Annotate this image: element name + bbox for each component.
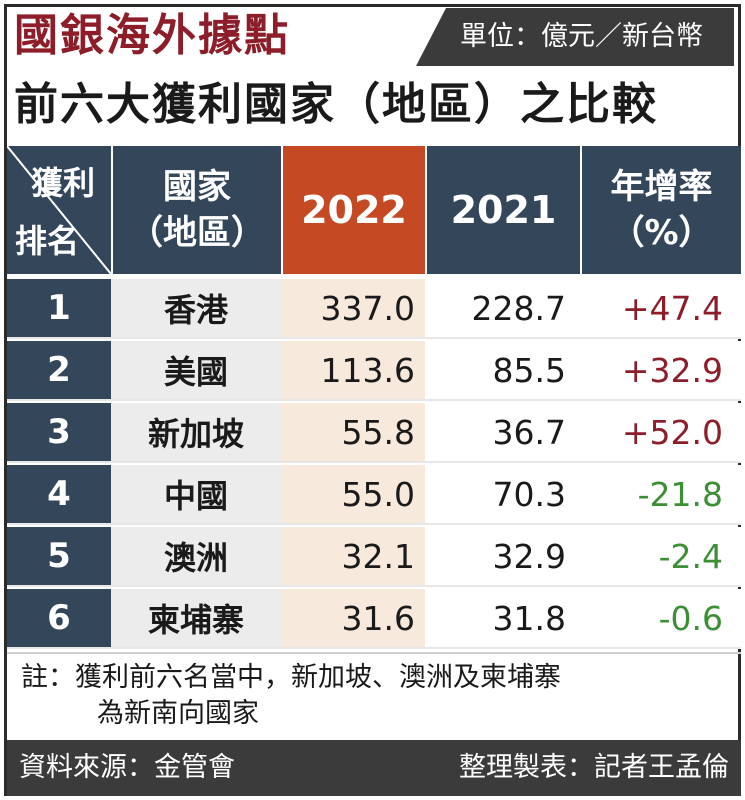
infographic-subtitle: 前六大獲利國家（地區）之比較 — [14, 79, 658, 130]
growth-rate-cell: -21.8 — [580, 465, 741, 523]
country-cell: 美國 — [111, 341, 281, 399]
footnote-line-2: 為新南向國家 — [97, 698, 259, 729]
footer-bar: 資料來源：金管會 整理製表：記者王孟倫 — [7, 740, 741, 796]
growth-rate-cell: -2.4 — [580, 527, 741, 585]
header-2021: 2021 — [425, 146, 580, 274]
value-2021-cell: 70.3 — [425, 465, 580, 523]
rank-cell: 5 — [7, 527, 111, 585]
table-row: 6 柬埔寨 31.6 31.8 -0.6 — [7, 589, 741, 649]
value-2022-cell: 55.8 — [281, 403, 425, 461]
rank-cell: 6 — [7, 589, 111, 647]
header-rank-top: 獲利 — [31, 164, 96, 202]
value-2021-cell: 32.9 — [425, 527, 580, 585]
header-growth-rate: 年增率 （%） — [580, 146, 741, 274]
header-country-top: 國家 — [163, 167, 231, 207]
header-rank: 獲利 排名 — [7, 146, 111, 274]
footnote: 註：獲利前六名當中，新加坡、澳洲及柬埔寨 為新南向國家 — [7, 652, 741, 736]
value-2021-cell: 31.8 — [425, 589, 580, 647]
header-2022-label: 2022 — [301, 188, 407, 232]
header-rank-bottom: 排名 — [15, 222, 80, 260]
table-row: 2 美國 113.6 85.5 +32.9 — [7, 341, 741, 401]
footnote-line-1: 註：獲利前六名當中，新加坡、澳洲及柬埔寨 — [21, 662, 561, 693]
table-row: 5 澳洲 32.1 32.9 -2.4 — [7, 527, 741, 587]
growth-rate-cell: +32.9 — [580, 341, 741, 399]
infographic-title: 國銀海外據點 — [14, 10, 290, 61]
table-row: 3 新加坡 55.8 36.7 +52.0 — [7, 403, 741, 463]
growth-rate-cell: +47.4 — [580, 279, 741, 337]
rank-cell: 4 — [7, 465, 111, 523]
growth-rate-cell: -0.6 — [580, 589, 741, 647]
header-country: 國家 （地區） — [111, 146, 281, 274]
header-2022: 2022 — [281, 146, 425, 274]
value-2022-cell: 337.0 — [281, 279, 425, 337]
header-rate-top: 年增率 — [610, 167, 713, 207]
country-cell: 澳洲 — [111, 527, 281, 585]
country-cell: 香港 — [111, 279, 281, 337]
header-2021-label: 2021 — [450, 188, 557, 232]
value-2021-cell: 36.7 — [425, 403, 580, 461]
country-cell: 柬埔寨 — [111, 589, 281, 647]
country-cell: 新加坡 — [111, 403, 281, 461]
source-credit: 資料來源：金管會 — [19, 752, 235, 783]
value-2022-cell: 31.6 — [281, 589, 425, 647]
diagonal-divider-icon — [7, 146, 111, 274]
value-2022-cell: 55.0 — [281, 465, 425, 523]
country-cell: 中國 — [111, 465, 281, 523]
value-2021-cell: 85.5 — [425, 341, 580, 399]
header-separator — [7, 274, 741, 279]
rank-cell: 3 — [7, 403, 111, 461]
table-row: 4 中國 55.0 70.3 -21.8 — [7, 465, 741, 525]
unit-label: 單位：億元／新台幣 — [416, 8, 734, 66]
table-row: 1 香港 337.0 228.7 +47.4 — [7, 279, 741, 339]
value-2022-cell: 32.1 — [281, 527, 425, 585]
rank-cell: 2 — [7, 341, 111, 399]
value-2021-cell: 228.7 — [425, 279, 580, 337]
header-country-bottom: （地區） — [129, 213, 265, 253]
growth-rate-cell: +52.0 — [580, 403, 741, 461]
rank-cell: 1 — [7, 279, 111, 337]
author-credit: 整理製表：記者王孟倫 — [459, 752, 729, 783]
header-rate-bottom: （%） — [610, 213, 713, 253]
value-2022-cell: 113.6 — [281, 341, 425, 399]
